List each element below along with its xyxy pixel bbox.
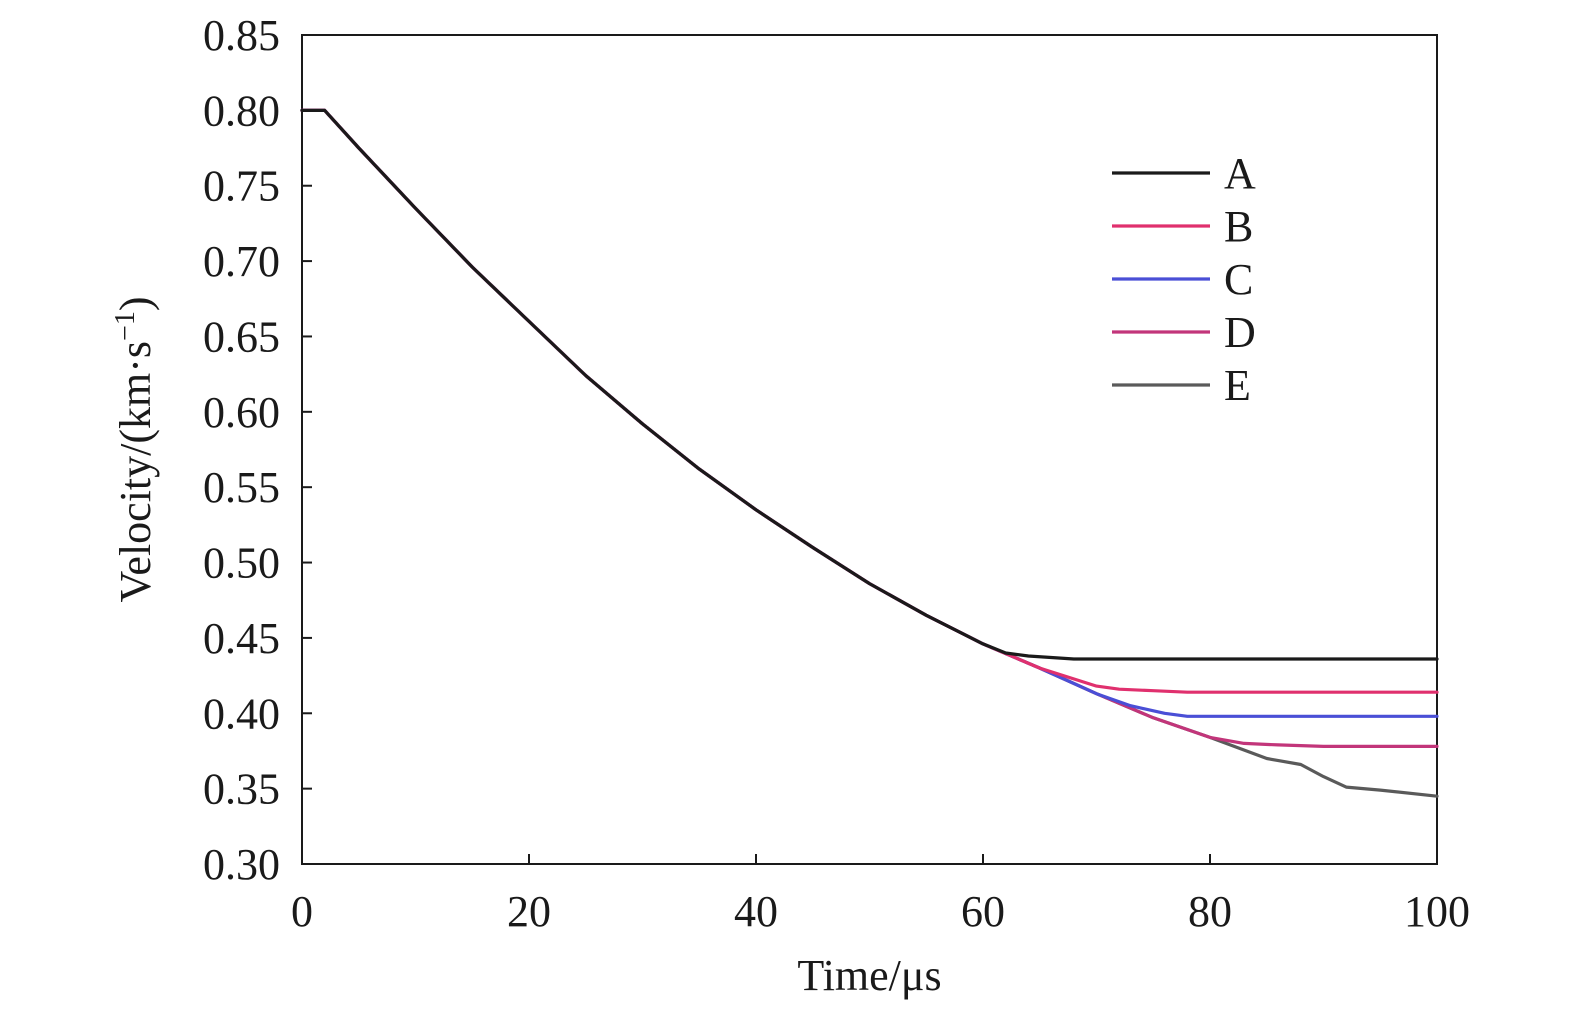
- series-line-b: [300, 108, 1439, 694]
- y-axis-title-close: ): [111, 297, 160, 312]
- plot-border: [301, 34, 1438, 865]
- y-axis-title-main: Velocity/(km·s: [111, 341, 160, 603]
- series-line-d: [300, 108, 1439, 749]
- x-axis-title: Time/μs: [797, 951, 941, 1000]
- y-tick-label: 0.80: [203, 86, 280, 135]
- y-tick-label: 0.75: [203, 162, 280, 211]
- x-tick-label: 20: [507, 887, 551, 936]
- x-tick-label: 100: [1404, 887, 1470, 936]
- x-tick-label: 0: [291, 887, 313, 936]
- y-tick-label: 0.35: [203, 765, 280, 814]
- legend-label-d: D: [1224, 308, 1256, 357]
- y-tick-label: 0.70: [203, 237, 280, 286]
- y-tick-label: 0.40: [203, 689, 280, 738]
- y-tick-label: 0.45: [203, 614, 280, 663]
- series-layer: [300, 108, 1439, 798]
- legend-label-e: E: [1224, 361, 1251, 410]
- legend-label-c: C: [1224, 255, 1253, 304]
- x-tick-label: 80: [1188, 887, 1232, 936]
- y-tick-label: 0.65: [203, 312, 280, 361]
- x-tick-label: 40: [734, 887, 778, 936]
- y-axis-title-superscript: −1: [110, 311, 141, 341]
- y-tick-label: 0.55: [203, 463, 280, 512]
- x-tick-label: 60: [961, 887, 1005, 936]
- plot-frame: [301, 34, 1438, 865]
- y-axis-title: Velocity/(km·s−1): [110, 297, 160, 603]
- y-tick-label: 0.30: [203, 840, 280, 889]
- series-line-a: [300, 108, 1439, 661]
- x-axis: 0 20 40 60 80 100: [291, 854, 1470, 936]
- series-line-c: [300, 108, 1439, 718]
- legend-label-b: B: [1224, 202, 1253, 251]
- y-axis: 0.30 0.35 0.40 0.45 0.50 0.55 0.60 0.65 0.70 0.75…: [203, 11, 312, 889]
- y-tick-label: 0.50: [203, 539, 280, 588]
- legend-label-a: A: [1224, 149, 1256, 198]
- y-tick-label: 0.60: [203, 388, 280, 437]
- y-tick-label: 0.85: [203, 11, 280, 60]
